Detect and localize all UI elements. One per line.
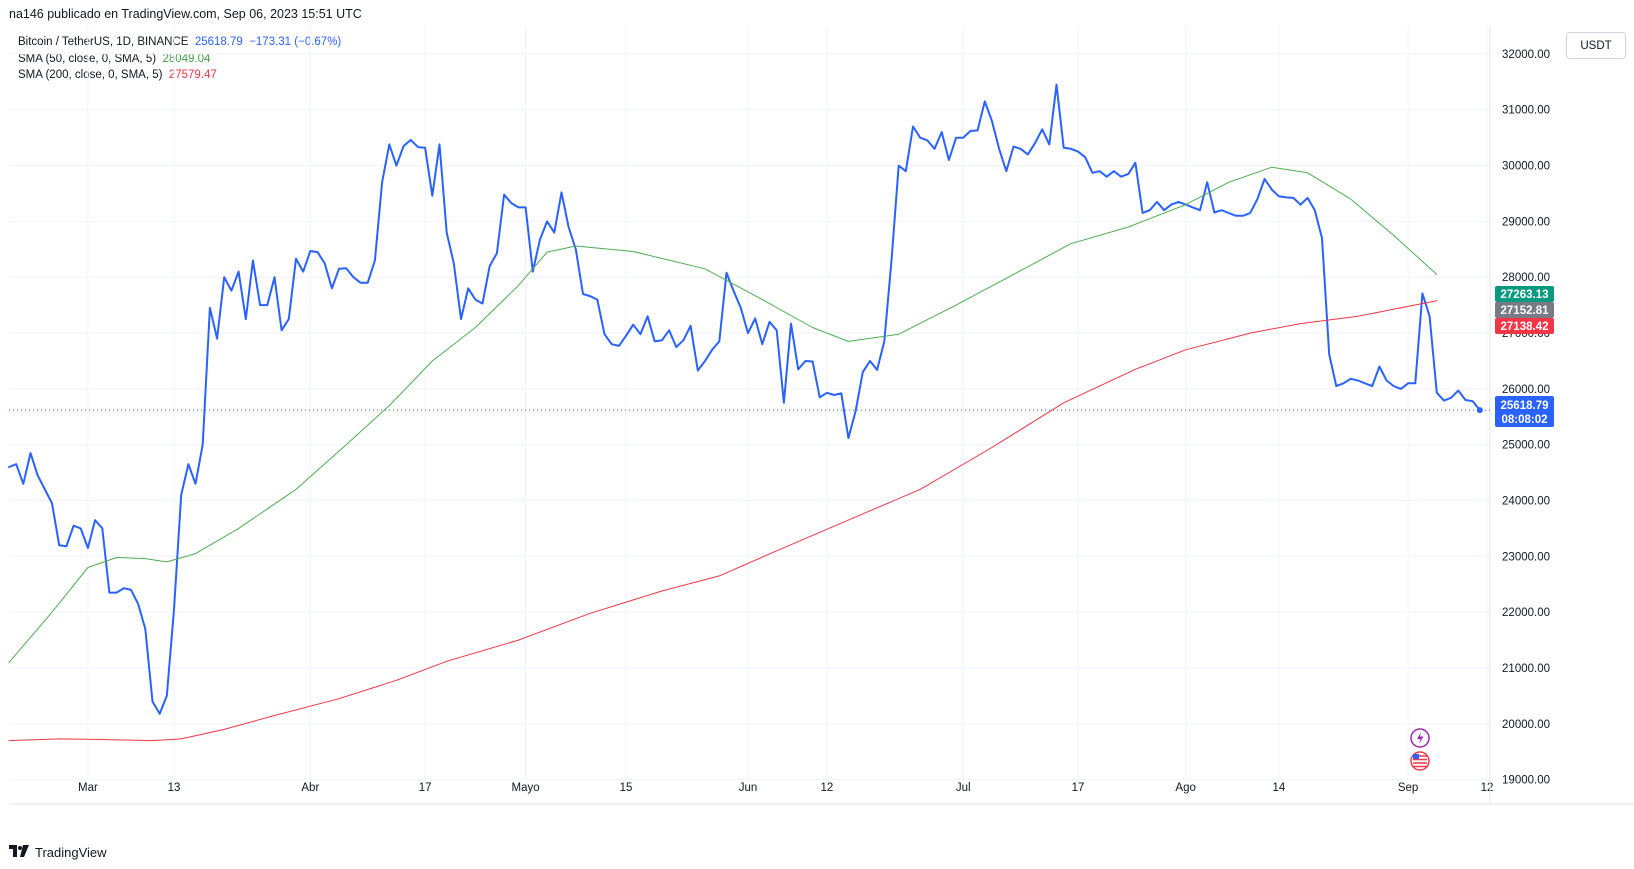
lightning-glyph-icon (1417, 732, 1424, 744)
legend-symbol-row[interactable]: Bitcoin / TetherUS, 1D, BINANCE 25618.79… (18, 34, 341, 51)
x-tick-label: Sep (1398, 782, 1418, 794)
legend-symbol: Bitcoin / TetherUS, 1D, BINANCE (18, 36, 189, 48)
y-tick-label: 26000.00 (1502, 384, 1550, 396)
x-tick-label: Abr (301, 782, 319, 794)
x-tick-label: Jul (956, 782, 971, 794)
y-tick-label: 25000.00 (1502, 440, 1550, 452)
chart-legend: Bitcoin / TetherUS, 1D, BINANCE 25618.79… (18, 34, 341, 84)
x-tick-label: Mayo (512, 782, 540, 794)
x-tick-label: 15 (620, 782, 633, 794)
x-tick-label: 14 (1273, 782, 1286, 794)
last-price-tag-label: 25618.79 (1501, 400, 1549, 412)
legend-change: −173.31 (−0.67%) (249, 36, 342, 48)
x-tick-label: Mar (78, 782, 98, 794)
sma50-price-tag-label: 27263.13 (1501, 289, 1549, 301)
y-tick-label: 30000.00 (1502, 161, 1550, 173)
sma50-price-tag (1495, 286, 1554, 302)
x-tick-label: 17 (419, 782, 432, 794)
y-tick-label: 23000.00 (1502, 551, 1550, 563)
sma50-line[interactable] (8, 166, 1438, 663)
legend-sma200-value: 27579.47 (168, 69, 217, 81)
tradingview-logo-icon (9, 844, 29, 860)
x-tick-label: 12 (1481, 782, 1494, 794)
gray-price-tag-label: 27152.81 (1501, 305, 1550, 317)
price-line[interactable] (8, 83, 1481, 715)
y-tick-label: 24000.00 (1502, 496, 1550, 508)
legend-last-price: 25618.79 (194, 36, 243, 48)
sma200-price-tag (1495, 318, 1554, 334)
y-tick-label: 31000.00 (1502, 105, 1550, 117)
publication-info: na146 publicado en TradingView.com, Sep … (9, 7, 362, 21)
x-tick-label: Ago (1175, 782, 1195, 794)
x-tick-label: 17 (1072, 782, 1085, 794)
last-price-tag (1495, 396, 1554, 427)
last-price-dot (1476, 407, 1483, 414)
y-tick-label: 32000.00 (1502, 49, 1550, 61)
sma200-line[interactable] (8, 300, 1438, 742)
footer-brand-label: TradingView (35, 844, 107, 860)
footer-brand[interactable]: TradingView (9, 844, 107, 860)
y-tick-label: 22000.00 (1502, 607, 1550, 619)
legend-sma50-label: SMA (50, close, 0, SMA, 5) (18, 52, 157, 65)
sma200-price-tag-label: 27138.42 (1501, 321, 1549, 333)
y-tick-label: 20000.00 (1502, 719, 1550, 731)
flag-canton (1413, 754, 1419, 759)
x-tick-label: 12 (821, 782, 834, 794)
x-tick-label: 13 (168, 782, 181, 794)
countdown-label: 08:08:02 (1501, 414, 1547, 426)
legend-sma200-label: SMA (200, close, 0, SMA, 5) (18, 69, 163, 81)
y-tick-label: 28000.00 (1502, 272, 1550, 284)
y-tick-label: 29000.00 (1502, 216, 1550, 228)
legend-sma200-row[interactable]: SMA (200, close, 0, SMA, 5) 27579.47 (18, 67, 341, 84)
x-tick-label: Jun (739, 782, 758, 794)
y-tick-label: 19000.00 (1502, 775, 1550, 787)
currency-button[interactable]: USDT (1566, 32, 1626, 59)
y-tick-label: 21000.00 (1502, 663, 1550, 675)
gray-price-tag (1495, 302, 1554, 318)
